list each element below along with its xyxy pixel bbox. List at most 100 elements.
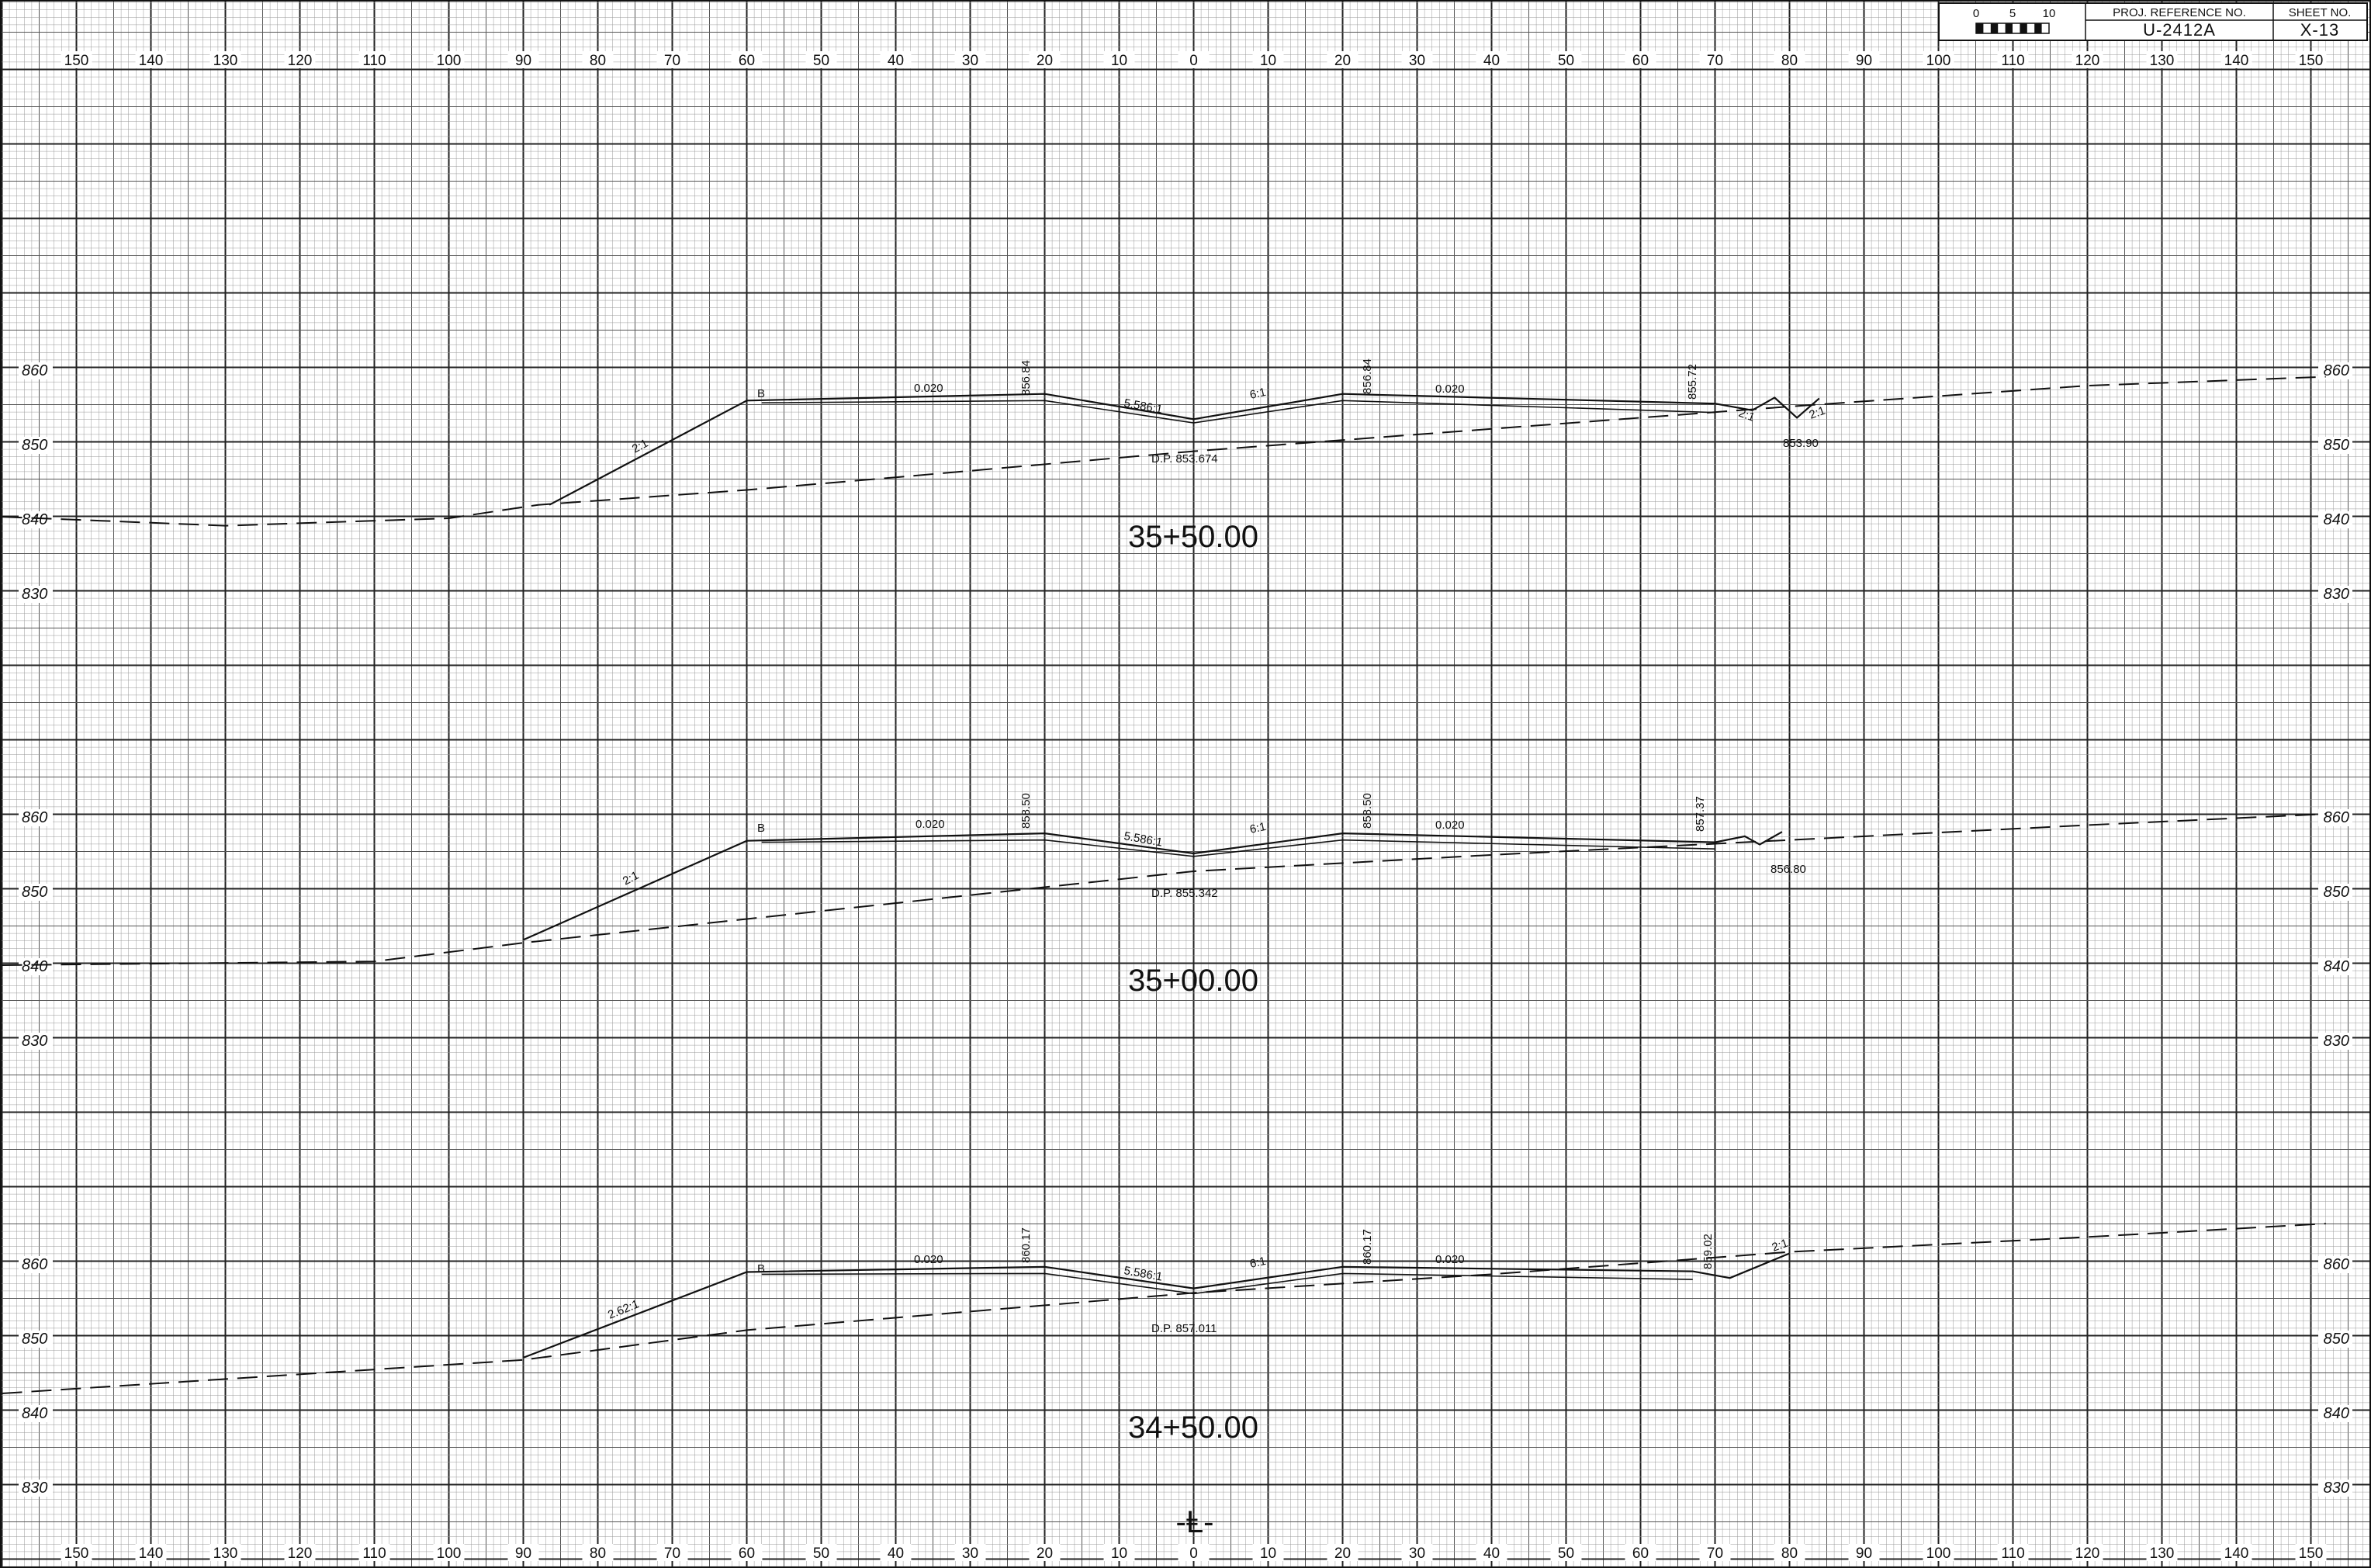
scale-tick-10: 10 <box>2043 7 2056 20</box>
elevation-axis-label-left: 850 <box>22 437 47 454</box>
existing-ground-line <box>2 813 2326 966</box>
offset-label-top: 100 <box>1926 53 1951 69</box>
curb-label: B <box>757 822 765 835</box>
offset-label-top: 30 <box>1409 53 1425 69</box>
offset-label-bottom: 90 <box>1856 1546 1872 1562</box>
cross-section-35-00: 2:1 B 0.020 858.50 5.586:1 6:1 858.50 0.… <box>2 793 2326 998</box>
cross-section-35-50: 2:1 B 0.020 856.84 5.586:1 6:1 856.84 0.… <box>2 358 2326 554</box>
offset-label-top: 20 <box>1334 53 1351 69</box>
offset-label-top: 60 <box>739 53 755 69</box>
elevation-axis-label-left: 860 <box>22 362 47 379</box>
slope-label: 6:1 <box>1248 1255 1267 1271</box>
offset-label-bottom: 70 <box>664 1546 680 1562</box>
scale-tick-5: 5 <box>2009 7 2016 20</box>
curb-label: B <box>757 1262 765 1276</box>
offset-label-top: 100 <box>437 53 462 69</box>
elevation-axis-label-right: 850 <box>2324 437 2349 454</box>
elevation-label: 855.72 <box>1686 364 1699 400</box>
elevation-label: 859.02 <box>1701 1234 1715 1269</box>
offset-label-bottom: 140 <box>139 1546 164 1562</box>
slope-label: 6:1 <box>1248 386 1267 402</box>
offset-label-top: 40 <box>888 53 904 69</box>
elevation-axis-label-right: 850 <box>2324 884 2349 901</box>
offset-label-top: 50 <box>1558 53 1574 69</box>
centerline-symbol: -Ⱡ- <box>1176 1505 1214 1539</box>
slope-label: 2:1 <box>1737 407 1757 424</box>
offset-label-top: 70 <box>1707 53 1723 69</box>
elevation-label: 860.17 <box>1361 1229 1374 1265</box>
offset-label-bottom: 80 <box>1781 1546 1798 1562</box>
axis-labels: 1501501401401301301201201101101001009090… <box>19 51 2352 1562</box>
offset-label-bottom: 130 <box>213 1546 238 1562</box>
offset-label-top: 130 <box>213 53 238 69</box>
elevation-axis-label-right: 860 <box>2324 1256 2349 1273</box>
elevation-axis-label-left: 840 <box>22 958 47 975</box>
elevation-axis-label-right: 840 <box>2324 958 2349 975</box>
elevation-axis-label-left: 830 <box>22 1480 47 1497</box>
offset-label-top: 150 <box>64 53 89 69</box>
offset-label-top: 60 <box>1632 53 1649 69</box>
sheet-no-value: X-13 <box>2300 20 2339 40</box>
curb-label: B <box>757 387 765 400</box>
proj-ref-value: U-2412A <box>2143 20 2216 40</box>
offset-label-top: 80 <box>590 53 606 69</box>
elevation-axis-label-right: 850 <box>2324 1331 2349 1348</box>
cross-slope-label: 0.020 <box>916 818 945 831</box>
pavement-bottom-line <box>761 839 1715 857</box>
offset-label-bottom: 140 <box>2224 1546 2249 1562</box>
elevation-axis-label-right: 860 <box>2324 362 2349 379</box>
title-block: 0 5 10 PROJ. REFERENCE NO. U-2412A SHEET… <box>1938 2 2368 41</box>
offset-label-bottom: 150 <box>2299 1546 2324 1562</box>
offset-label-top: 10 <box>1260 53 1276 69</box>
elevation-axis-label-left: 830 <box>22 586 47 603</box>
proposed-grade-line <box>523 831 1783 941</box>
design-point-label: D.P. 855.342 <box>1151 887 1218 900</box>
station-label: 35+00.00 <box>1128 964 1258 998</box>
cross-slope-label: 0.020 <box>1435 382 1465 396</box>
offset-label-top: 40 <box>1483 53 1500 69</box>
elevation-label: 858.50 <box>1361 793 1374 829</box>
offset-label-bottom: 110 <box>362 1546 386 1562</box>
offset-label-bottom: 80 <box>590 1546 606 1562</box>
slope-label: 2:1 <box>1808 404 1827 422</box>
elevation-axis-label-right: 840 <box>2324 1405 2349 1422</box>
offset-label-top: 80 <box>1781 53 1798 69</box>
pavement-bottom-line <box>761 400 1715 424</box>
elevation-axis-label-right: 840 <box>2324 511 2349 528</box>
offset-label-top: 140 <box>139 53 164 69</box>
offset-label-bottom: 20 <box>1037 1546 1053 1562</box>
elevation-label: 858.50 <box>1019 793 1033 829</box>
offset-label-top: 10 <box>1111 53 1127 69</box>
offset-label-bottom: 30 <box>1409 1546 1425 1562</box>
offset-label-bottom: 30 <box>962 1546 978 1562</box>
elevation-axis-label-left: 850 <box>22 884 47 901</box>
station-label: 34+50.00 <box>1128 1411 1258 1445</box>
offset-label-bottom: 50 <box>1558 1546 1574 1562</box>
offset-label-top: 90 <box>1856 53 1872 69</box>
elevation-axis-label-left: 860 <box>22 1256 47 1273</box>
elevation-axis-label-right: 830 <box>2324 1480 2349 1497</box>
offset-label-bottom: 70 <box>1707 1546 1723 1562</box>
cross-slope-label: 0.020 <box>1435 1253 1465 1266</box>
graphic-scale: 0 5 10 <box>1973 7 2056 34</box>
elevation-label: 857.37 <box>1694 796 1707 832</box>
offset-label-top: 20 <box>1037 53 1053 69</box>
offset-label-bottom: 0 <box>1189 1546 1198 1562</box>
offset-label-top: 90 <box>515 53 531 69</box>
offset-label-top: 120 <box>288 53 313 69</box>
offset-label-bottom: 100 <box>437 1546 462 1562</box>
offset-label-bottom: 90 <box>515 1546 531 1562</box>
offset-label-bottom: 130 <box>2150 1546 2175 1562</box>
elevation-label: 856.84 <box>1019 360 1033 396</box>
station-label: 35+50.00 <box>1128 520 1258 554</box>
design-point-label: D.P. 857.011 <box>1151 1322 1217 1335</box>
offset-label-bottom: 40 <box>1483 1546 1500 1562</box>
offset-label-top: 0 <box>1189 53 1198 69</box>
offset-label-top: 120 <box>2075 53 2100 69</box>
offset-label-top: 50 <box>813 53 829 69</box>
offset-label-bottom: 60 <box>1632 1546 1649 1562</box>
proposed-grade-line <box>549 393 1820 506</box>
offset-label-bottom: 10 <box>1260 1546 1276 1562</box>
